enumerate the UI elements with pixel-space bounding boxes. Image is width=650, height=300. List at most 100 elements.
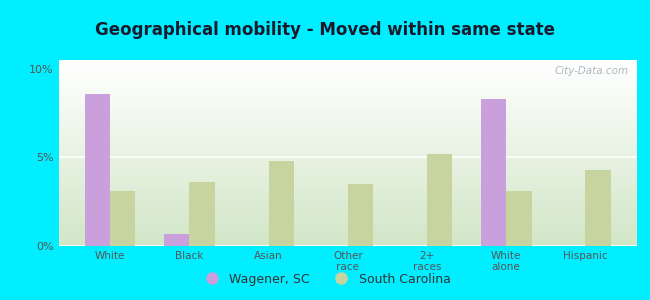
Text: City-Data.com: City-Data.com: [554, 66, 629, 76]
Bar: [58, 147, 637, 149]
Bar: [58, 134, 637, 136]
Bar: [58, 205, 637, 207]
Bar: [58, 172, 637, 173]
Bar: [58, 233, 637, 235]
Bar: [58, 227, 637, 229]
Bar: [58, 200, 637, 201]
Bar: [58, 207, 637, 209]
Bar: [58, 122, 637, 123]
Bar: [58, 131, 637, 133]
Bar: [58, 66, 637, 68]
Bar: [58, 220, 637, 222]
Bar: [58, 235, 637, 237]
Bar: [58, 231, 637, 233]
Bar: [58, 119, 637, 122]
Bar: [58, 88, 637, 90]
Bar: [58, 181, 637, 183]
Bar: [58, 179, 637, 181]
Bar: [58, 175, 637, 177]
Bar: [58, 194, 637, 196]
Bar: [58, 86, 637, 88]
Bar: [58, 112, 637, 114]
Bar: [58, 184, 637, 187]
Bar: [58, 244, 637, 246]
Bar: [427, 154, 452, 246]
Bar: [164, 234, 189, 246]
Bar: [268, 161, 294, 246]
Bar: [58, 140, 637, 142]
Bar: [58, 101, 637, 103]
Bar: [58, 125, 637, 127]
Bar: [58, 118, 637, 119]
Bar: [58, 71, 637, 73]
Bar: [586, 170, 611, 246]
Bar: [58, 77, 637, 79]
Bar: [58, 142, 637, 144]
Bar: [58, 203, 637, 205]
Bar: [58, 170, 637, 172]
Text: Geographical mobility - Moved within same state: Geographical mobility - Moved within sam…: [95, 21, 555, 39]
Bar: [58, 168, 637, 170]
Bar: [58, 237, 637, 239]
Bar: [58, 177, 637, 179]
Bar: [58, 222, 637, 224]
Bar: [58, 84, 637, 86]
Bar: [58, 226, 637, 227]
Bar: [58, 82, 637, 84]
Bar: [58, 64, 637, 66]
Bar: [58, 190, 637, 192]
Bar: [348, 184, 373, 246]
Bar: [58, 240, 637, 242]
Bar: [58, 218, 637, 220]
Bar: [58, 149, 637, 151]
Bar: [58, 212, 637, 214]
Bar: [58, 155, 637, 157]
Bar: [58, 129, 637, 131]
Bar: [58, 68, 637, 69]
Bar: [58, 144, 637, 146]
Bar: [58, 201, 637, 203]
Bar: [58, 114, 637, 116]
Bar: [58, 79, 637, 80]
Bar: [58, 105, 637, 106]
Bar: [58, 90, 637, 92]
Bar: [58, 62, 637, 64]
Bar: [58, 224, 637, 226]
Bar: [110, 191, 135, 246]
Bar: [58, 196, 637, 198]
Bar: [58, 242, 637, 244]
Bar: [58, 95, 637, 97]
Bar: [58, 164, 637, 166]
Bar: [58, 138, 637, 140]
Bar: [58, 187, 637, 188]
Bar: [58, 214, 637, 216]
Bar: [58, 127, 637, 129]
Bar: [58, 69, 637, 71]
Legend: Wagener, SC, South Carolina: Wagener, SC, South Carolina: [194, 268, 456, 291]
Bar: [58, 157, 637, 159]
Bar: [58, 75, 637, 77]
Bar: [58, 146, 637, 147]
Bar: [84, 94, 110, 246]
Bar: [58, 166, 637, 168]
Bar: [189, 182, 214, 246]
Bar: [58, 153, 637, 155]
Bar: [58, 173, 637, 175]
Bar: [58, 94, 637, 95]
Bar: [481, 99, 506, 246]
Bar: [58, 60, 637, 62]
Bar: [58, 211, 637, 212]
Bar: [58, 238, 637, 240]
Bar: [58, 136, 637, 138]
Bar: [58, 133, 637, 134]
Bar: [58, 108, 637, 110]
Bar: [58, 188, 637, 190]
Bar: [58, 198, 637, 200]
Bar: [58, 159, 637, 161]
Bar: [58, 99, 637, 101]
Bar: [58, 73, 637, 75]
Bar: [58, 106, 637, 108]
Bar: [58, 80, 637, 82]
Bar: [58, 183, 637, 184]
Bar: [58, 116, 637, 118]
